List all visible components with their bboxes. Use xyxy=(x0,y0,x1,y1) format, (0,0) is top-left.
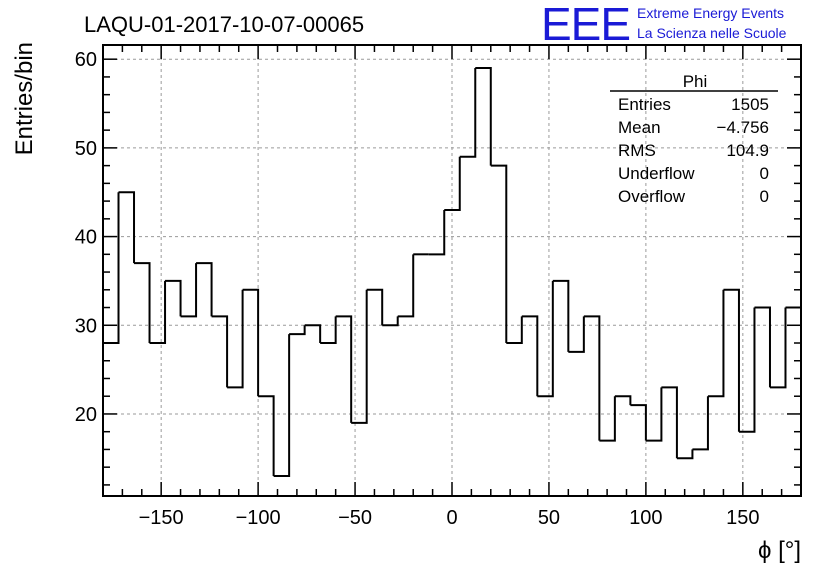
histogram-bar xyxy=(180,263,198,318)
histogram-bar xyxy=(459,68,477,158)
x-tick-label: 100 xyxy=(629,507,662,529)
histogram-bar xyxy=(754,306,771,388)
eee-subtitle-line1: Extreme Energy Events xyxy=(637,5,784,21)
histogram-bar xyxy=(444,156,461,211)
grid-lines xyxy=(103,45,801,496)
y-tick-label: 60 xyxy=(75,49,97,71)
y-axis-label: Entries/bin xyxy=(11,42,38,155)
histogram-bar xyxy=(475,67,492,166)
x-tick-label: 0 xyxy=(446,507,457,529)
histogram-bar xyxy=(537,280,554,398)
histogram-bar xyxy=(351,289,368,424)
chart-title: LAQU-01-2017-10-07-00065 xyxy=(84,12,364,37)
histogram-bar xyxy=(552,279,570,352)
x-tick-label: −100 xyxy=(236,507,281,529)
histogram-bar xyxy=(397,254,415,318)
y-tick-label: 40 xyxy=(75,227,97,249)
stats-value-underflow: 0 xyxy=(760,164,769,183)
histogram-bar xyxy=(304,324,322,344)
histogram-bar xyxy=(428,209,446,256)
histogram-bar xyxy=(583,315,601,441)
histogram-bar xyxy=(227,289,244,389)
histogram-bar xyxy=(692,396,709,451)
histogram-bar xyxy=(149,280,167,345)
histogram-bar xyxy=(661,386,678,459)
histogram-bars xyxy=(103,67,802,478)
histogram-bar xyxy=(165,279,182,317)
x-tick-label: −150 xyxy=(139,507,184,529)
stats-box-title: Phi xyxy=(683,72,708,91)
stats-value-overflow: 0 xyxy=(760,187,769,206)
histogram-bar xyxy=(335,315,353,423)
histogram-bar xyxy=(118,191,136,264)
histogram-bar xyxy=(769,307,787,389)
tick-labels: −150 −100 −50 0 50 100 150 20 30 40 50 60 xyxy=(75,49,760,529)
y-tick-label: 20 xyxy=(75,404,97,426)
histogram-bar xyxy=(289,325,306,336)
axis-ticks xyxy=(103,45,801,496)
histogram-bar xyxy=(506,316,523,345)
x-tick-label: 150 xyxy=(726,507,759,529)
x-axis-label: ϕ [°] xyxy=(758,537,801,564)
stats-label-overflow: Overflow xyxy=(618,187,686,206)
histogram-bar xyxy=(723,288,740,432)
histogram-bar xyxy=(599,396,616,442)
x-tick-label: 50 xyxy=(538,507,560,529)
stats-value-mean: −4.756 xyxy=(717,118,769,137)
histogram-bar xyxy=(258,395,275,477)
histogram-bar xyxy=(645,387,663,442)
eee-logo: EEE xyxy=(541,0,630,50)
histogram-bar xyxy=(707,289,725,398)
stats-label-mean: Mean xyxy=(618,118,661,137)
histogram-bar xyxy=(211,315,229,388)
histogram-bar xyxy=(320,316,337,345)
histogram-bar xyxy=(382,316,399,327)
histogram-bar xyxy=(676,449,694,460)
histogram-bar xyxy=(196,262,213,317)
stats-value-entries: 1505 xyxy=(731,95,769,114)
histogram-bar xyxy=(568,316,585,353)
eee-subtitle-line2: La Scienza nelle Scuole xyxy=(637,25,787,41)
y-tick-label: 30 xyxy=(75,315,97,337)
histogram-bar xyxy=(134,262,151,344)
stats-value-rms: 104.9 xyxy=(726,141,769,160)
histogram-bar xyxy=(738,307,756,433)
histogram-bar xyxy=(242,288,260,397)
x-tick-label: −50 xyxy=(338,507,372,529)
stats-label-rms: RMS xyxy=(618,141,656,160)
stats-label-entries: Entries xyxy=(618,95,671,114)
histogram-bar xyxy=(521,315,539,397)
y-tick-label: 50 xyxy=(75,138,97,160)
histogram-bar xyxy=(630,404,647,441)
histogram-bar xyxy=(366,288,384,326)
histogram-bar xyxy=(490,164,508,344)
histogram-bar xyxy=(273,334,291,478)
stats-box: Phi Entries 1505 Mean −4.756 RMS 104.9 U… xyxy=(610,72,778,206)
stats-label-underflow: Underflow xyxy=(618,164,695,183)
histogram-bar xyxy=(614,395,632,406)
